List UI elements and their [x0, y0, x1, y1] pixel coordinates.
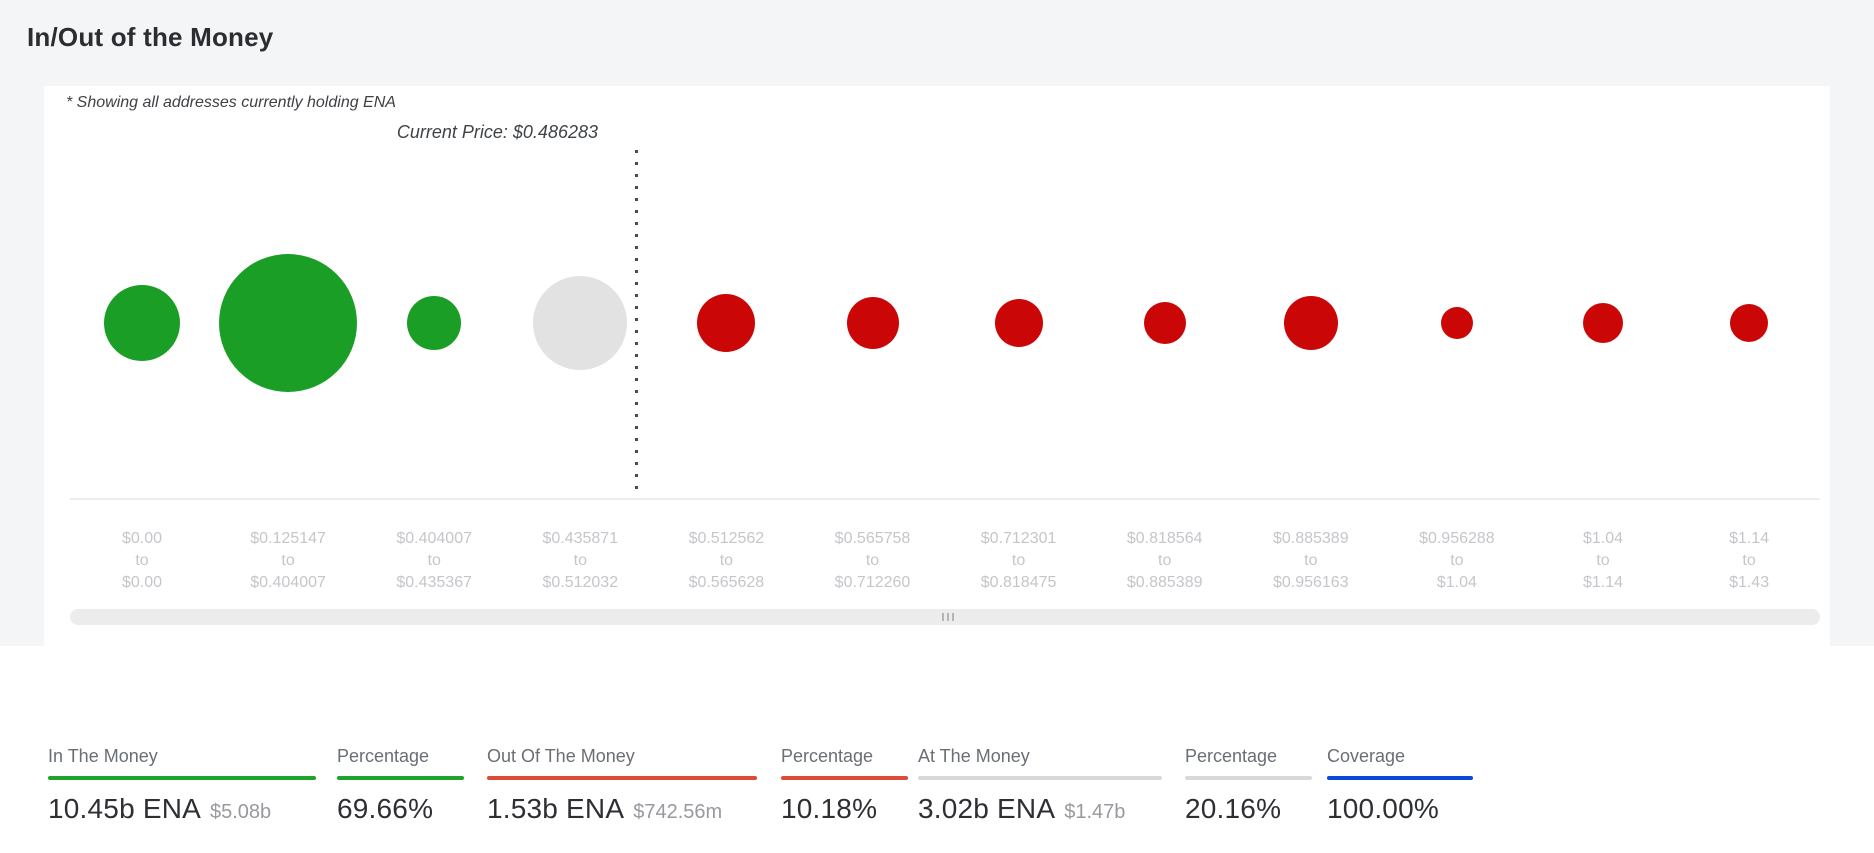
x-axis-label: $0.885389 to $0.956163 — [1272, 530, 1349, 591]
left-gutter — [0, 86, 44, 646]
chart-note: * Showing all addresses currently holdin… — [66, 94, 396, 111]
x-axis-label: $0.818564 to $0.885389 — [1126, 530, 1203, 591]
x-axis-label: $0.125147 to $0.404007 — [250, 530, 326, 591]
stat-at-percentage: Percentage 20.16% — [1185, 746, 1312, 825]
stat-out-percentage: Percentage 10.18% — [781, 746, 908, 825]
stat-label: Percentage — [337, 746, 430, 766]
stat-value: 69.66% — [337, 793, 434, 824]
stat-accent-bar — [1327, 776, 1473, 780]
x-axis-label: $1.04 to $1.14 — [1582, 530, 1624, 591]
stat-value: 3.02b ENA — [918, 793, 1056, 824]
chart-scrollbar[interactable] — [70, 609, 1820, 625]
x-axis-line — [70, 498, 1820, 500]
bubble-out-the-money[interactable] — [1583, 303, 1623, 343]
x-axis-label: $0.435871 to $0.512032 — [542, 530, 619, 591]
stat-at-the-money: At The Money 3.02b ENA $1.47b — [918, 746, 1162, 825]
stat-accent-bar — [487, 776, 757, 780]
stat-subvalue: $1.47b — [1064, 801, 1126, 823]
bubble-at-the-money[interactable] — [533, 276, 628, 370]
stat-in-the-money: In The Money 10.45b ENA $5.08b — [48, 746, 316, 825]
bubble-chart-card: * Showing all addresses currently holdin… — [44, 86, 1830, 646]
stat-value: 10.45b ENA — [48, 793, 201, 824]
x-axis-label: $0.512562 to $0.565628 — [688, 530, 765, 591]
x-axis-label: $0.404007 to $0.435367 — [396, 530, 472, 591]
stat-accent-bar — [918, 776, 1162, 780]
bubble-in-the-money[interactable] — [219, 254, 358, 392]
bubble-out-the-money[interactable] — [1730, 304, 1769, 342]
bubble-in-the-money[interactable] — [104, 285, 180, 361]
current-price-dotted-line — [635, 150, 638, 499]
x-axis-label: $0.712301 to $0.818475 — [980, 530, 1057, 591]
stat-label: In The Money — [48, 746, 158, 766]
bubble-out-the-money[interactable] — [1283, 296, 1338, 350]
stat-accent-bar — [337, 776, 464, 780]
stat-coverage: Coverage 100.00% — [1327, 746, 1473, 825]
stat-value: 1.53b ENA — [487, 793, 625, 824]
page-header: In/Out of the Money — [0, 0, 1874, 86]
stat-label: Out Of The Money — [487, 746, 635, 766]
x-axis-label: $0.00 to $0.00 — [121, 530, 163, 591]
stat-value: 20.16% — [1185, 793, 1282, 824]
stat-label: Coverage — [1327, 746, 1406, 766]
stat-value: 100.00% — [1327, 793, 1439, 824]
stat-accent-bar — [781, 776, 908, 780]
summary-stats: In The Money 10.45b ENA $5.08b Percentag… — [0, 646, 1874, 853]
right-gutter — [1830, 86, 1874, 646]
stat-label: Percentage — [1185, 746, 1278, 766]
bubble-out-the-money[interactable] — [697, 294, 756, 352]
stat-accent-bar — [1185, 776, 1312, 780]
current-price-label: Current Price: $0.486283 — [396, 122, 598, 142]
stat-accent-bar — [48, 776, 316, 780]
stat-out-of-the-money: Out Of The Money 1.53b ENA $742.56m — [487, 746, 757, 825]
bubble-out-the-money[interactable] — [994, 299, 1043, 347]
bubble-in-the-money[interactable] — [407, 296, 462, 350]
stat-subvalue: $742.56m — [633, 801, 723, 823]
x-axis-label: $0.565758 to $0.712260 — [834, 530, 911, 591]
stat-in-percentage: Percentage 69.66% — [337, 746, 464, 825]
bubble-out-the-money[interactable] — [846, 297, 899, 349]
bubble-out-the-money[interactable] — [1143, 302, 1186, 344]
bubble-out-the-money[interactable] — [1440, 307, 1473, 339]
scrollbar-grip-icon[interactable] — [942, 613, 954, 621]
x-axis-label: $0.956288 to $1.04 — [1419, 530, 1495, 591]
page-title: In/Out of the Money — [27, 22, 274, 52]
stat-label: At The Money — [918, 746, 1030, 766]
x-axis-label: $1.14 to $1.43 — [1729, 530, 1770, 591]
stat-subvalue: $5.08b — [210, 801, 272, 823]
stat-label: Percentage — [781, 746, 874, 766]
stat-value: 10.18% — [781, 793, 878, 824]
